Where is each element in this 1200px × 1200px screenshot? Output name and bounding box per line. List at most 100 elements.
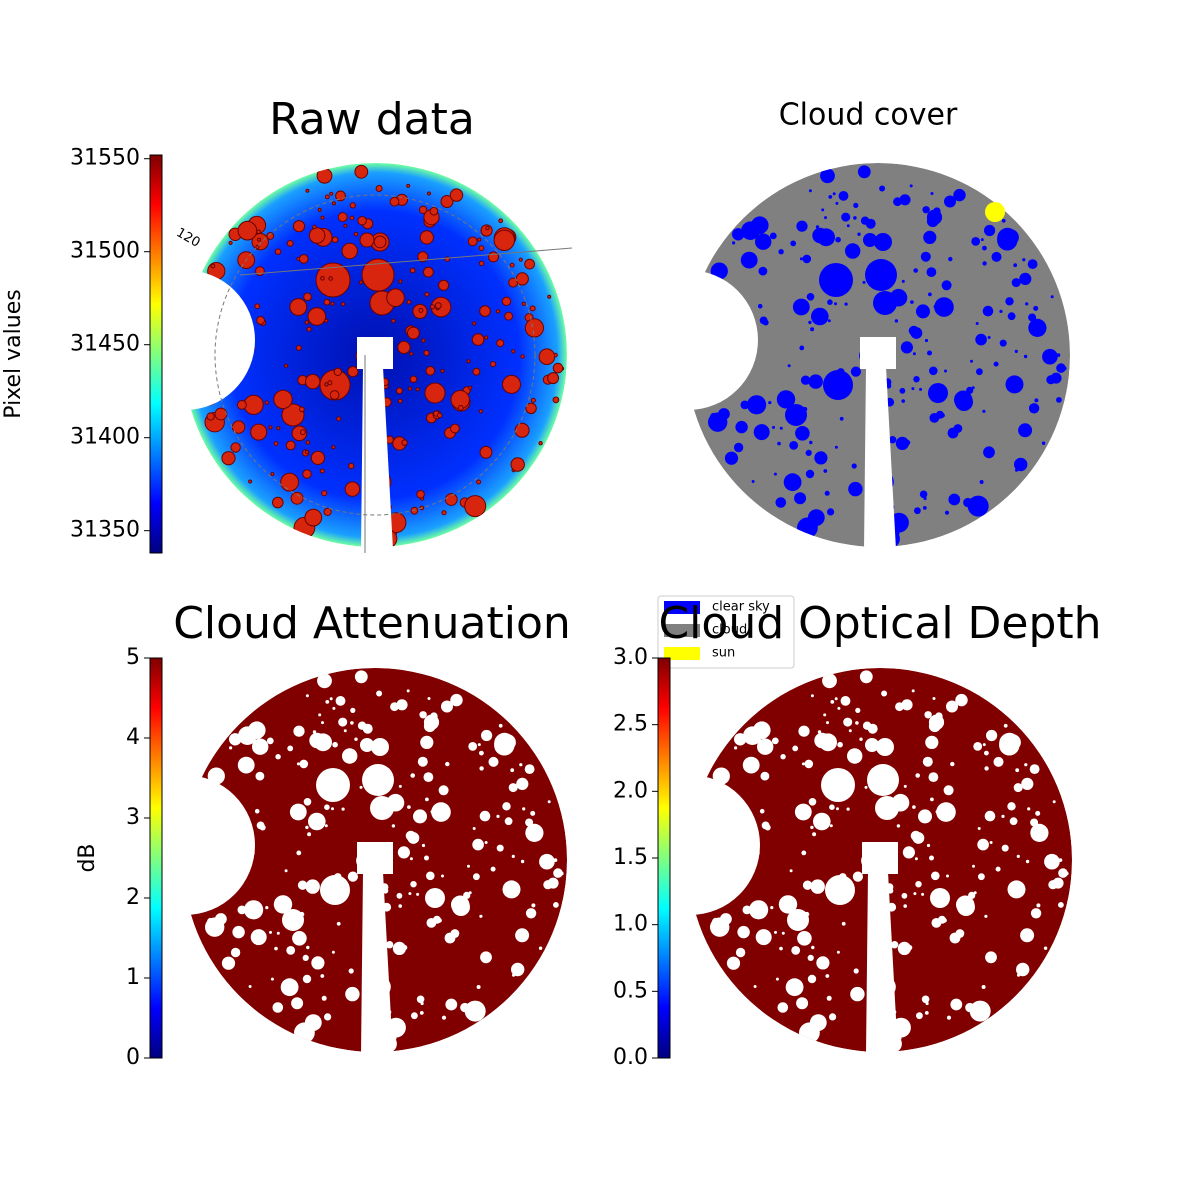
blob — [359, 785, 363, 789]
blob — [332, 706, 336, 710]
blob — [357, 721, 367, 730]
blob — [888, 436, 897, 444]
blob — [1014, 349, 1018, 353]
blob — [248, 985, 252, 988]
blob — [830, 700, 835, 704]
blob — [305, 955, 309, 959]
blob — [419, 1011, 424, 1015]
blob — [990, 731, 995, 735]
blob — [287, 745, 294, 752]
panel-title: Cloud Optical Depth — [658, 598, 1101, 649]
blob — [759, 808, 765, 814]
blob — [797, 931, 812, 946]
blob — [833, 781, 838, 786]
blob — [935, 712, 943, 720]
blob — [476, 985, 481, 989]
blob — [946, 1015, 952, 1020]
blob — [982, 245, 987, 251]
legend-label: clear sky — [712, 600, 770, 615]
blob — [975, 322, 979, 325]
blob — [270, 472, 275, 477]
blob — [327, 380, 333, 386]
blob — [1058, 902, 1064, 908]
blob — [423, 350, 430, 356]
blob — [924, 1011, 929, 1015]
legend: clear sky cloud sun — [657, 595, 795, 669]
blob — [751, 480, 755, 483]
blob — [348, 968, 354, 974]
blob — [936, 411, 942, 417]
blob — [290, 491, 304, 505]
blob — [897, 941, 911, 955]
blob — [329, 697, 333, 701]
blob — [848, 481, 863, 497]
blob — [975, 333, 987, 346]
notch — [618, 270, 758, 410]
blob — [510, 768, 515, 773]
blob — [829, 804, 835, 810]
blob — [300, 429, 306, 436]
blob — [547, 877, 559, 889]
blob — [867, 764, 899, 796]
blob — [780, 754, 786, 760]
blob — [304, 1014, 322, 1031]
blob — [847, 748, 863, 764]
blob — [255, 244, 260, 250]
blob — [805, 934, 811, 940]
blob — [921, 308, 926, 313]
blob — [480, 951, 492, 964]
blob — [879, 741, 891, 753]
blob — [850, 986, 865, 1002]
blob — [801, 850, 807, 856]
blob — [810, 879, 825, 894]
blob — [961, 405, 967, 411]
blob — [458, 910, 464, 916]
blob — [768, 401, 772, 405]
blob — [479, 766, 484, 771]
blob — [479, 445, 493, 459]
blob — [954, 390, 973, 409]
blob — [407, 805, 411, 809]
blob — [484, 841, 488, 844]
blob — [993, 756, 1004, 767]
blob — [530, 810, 536, 816]
blob — [758, 266, 768, 276]
blob — [834, 445, 838, 449]
blob — [256, 821, 265, 830]
blob — [1021, 777, 1034, 790]
blob — [999, 339, 1007, 347]
tick-label: 31550 — [70, 146, 140, 171]
blob — [843, 717, 853, 727]
tick-label: 1.5 — [613, 845, 648, 870]
blob — [826, 721, 829, 725]
blob — [853, 202, 859, 208]
blob — [785, 404, 807, 426]
blob — [451, 895, 470, 914]
blob — [479, 305, 491, 317]
blob — [425, 366, 436, 376]
blob — [834, 302, 837, 306]
blob — [760, 238, 764, 242]
blob — [835, 201, 839, 205]
blob — [328, 781, 333, 786]
blob — [309, 732, 325, 749]
blob — [321, 490, 328, 497]
blob — [1013, 783, 1023, 793]
blob — [305, 440, 311, 445]
blob — [320, 215, 325, 220]
blob — [437, 918, 442, 923]
blob — [495, 309, 501, 314]
blob — [256, 316, 265, 325]
blob — [936, 802, 956, 822]
blob — [915, 881, 922, 888]
blob — [823, 469, 828, 473]
blob — [1007, 880, 1026, 899]
blob — [832, 885, 837, 890]
blob — [902, 846, 915, 859]
blob — [911, 387, 915, 391]
blob — [450, 929, 460, 938]
polar-grid — [214, 194, 536, 516]
blob — [890, 941, 899, 949]
blob — [324, 194, 330, 200]
blob — [922, 206, 930, 214]
